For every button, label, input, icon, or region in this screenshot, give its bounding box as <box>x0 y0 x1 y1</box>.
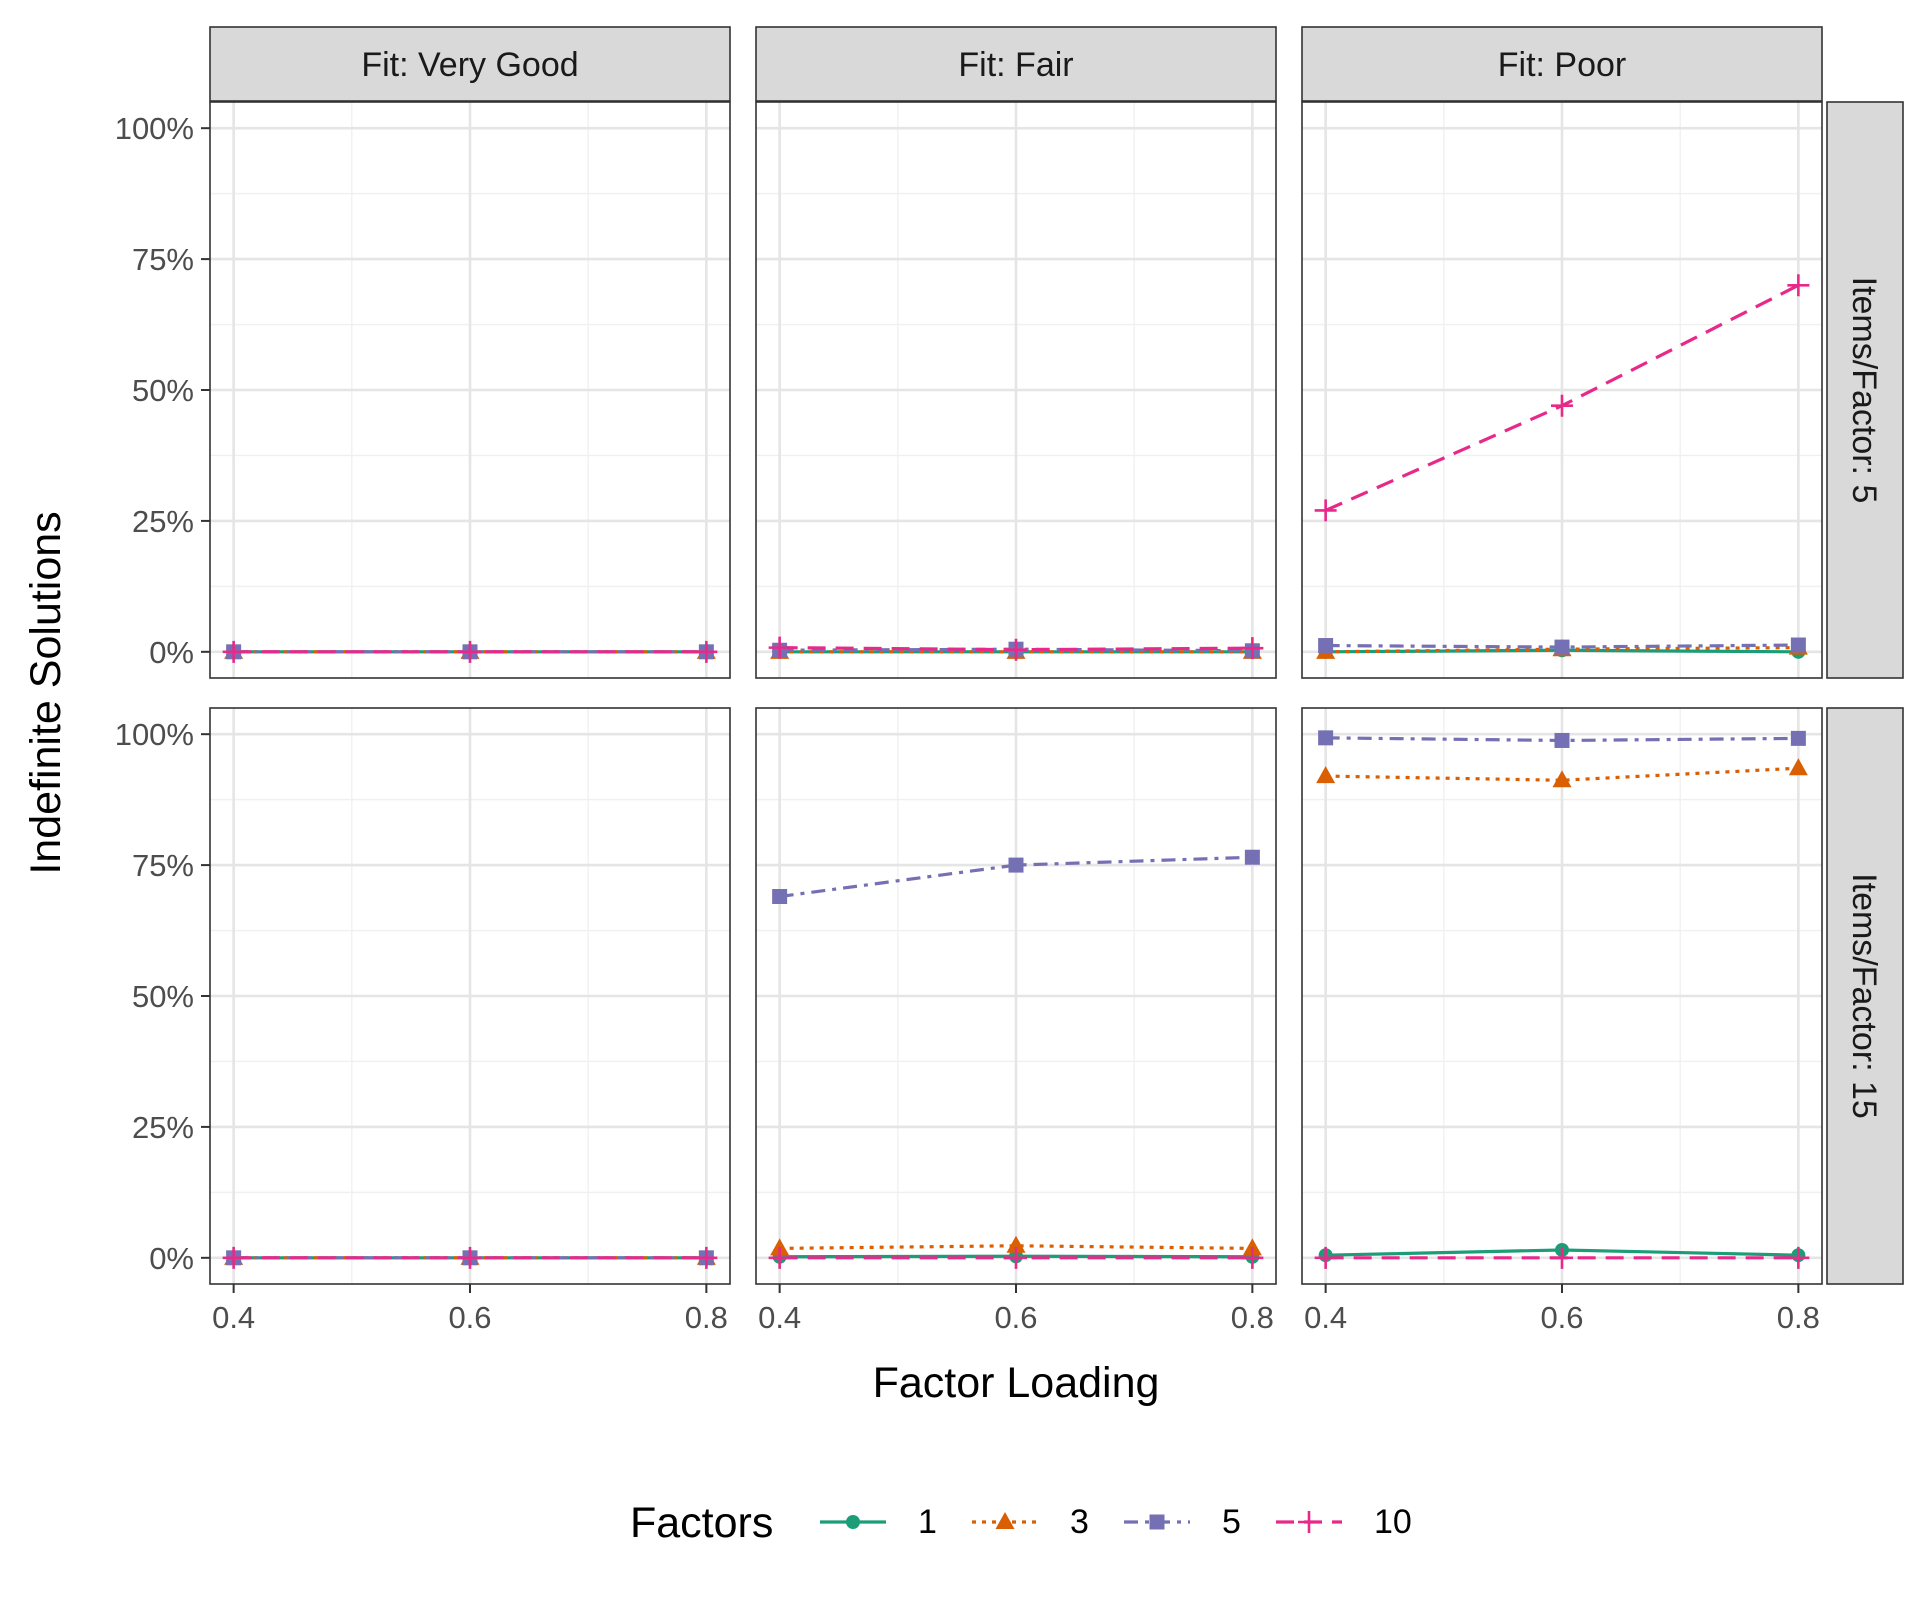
legend-label: 1 <box>918 1503 937 1541</box>
legend-label: 3 <box>1070 1503 1089 1541</box>
data-point-3 <box>1316 766 1336 784</box>
legend-item-10: 10 <box>1276 1503 1412 1541</box>
y-tick-label: 100% <box>115 717 194 752</box>
legend: Factors 1 3 5 10 <box>630 1499 1412 1547</box>
data-point-10 <box>695 1246 718 1269</box>
y-tick-label: 0% <box>149 635 194 670</box>
x-axis-title: Factor Loading <box>873 1359 1160 1407</box>
x-tick-label: 0.8 <box>685 1300 728 1335</box>
y-tick-label: 75% <box>132 848 194 883</box>
x-tick-label: 0.8 <box>1231 1300 1274 1335</box>
panel-border <box>755 101 1277 679</box>
strip-label: Items/Factor: 5 <box>1845 277 1883 504</box>
legend-key-marker <box>995 1512 1015 1529</box>
facet-panel <box>1301 101 1823 679</box>
facet-strip-row: Items/Factor: 5 <box>1826 101 1904 679</box>
data-point-10 <box>459 640 481 663</box>
series-line-5 <box>779 855 1253 899</box>
x-tick-label: 0.4 <box>212 1300 255 1335</box>
legend-item-1: 1 <box>820 1503 937 1541</box>
y-tick-label: 25% <box>132 504 194 539</box>
x-axis: 0.4 0.6 0.8 <box>758 1284 1274 1335</box>
legend-key-marker <box>1298 1511 1320 1533</box>
strip-background <box>1826 101 1904 679</box>
data-point-10 <box>222 640 245 663</box>
facet-strip-column: Fit: Poor <box>1301 26 1823 102</box>
legend-item-5: 5 <box>1124 1503 1241 1541</box>
strip-background <box>755 26 1277 102</box>
data-point-10 <box>1005 638 1027 661</box>
data-point-10 <box>1314 1246 1337 1269</box>
facet-panel <box>755 707 1277 1285</box>
strip-background <box>209 26 731 102</box>
data-point-10 <box>1241 637 1264 660</box>
strip-label: Fit: Very Good <box>361 46 578 84</box>
data-point-3 <box>1006 1235 1026 1253</box>
legend-key-marker <box>1149 1514 1165 1530</box>
x-tick-label: 0.8 <box>1777 1300 1820 1335</box>
facet-strip-row: Items/Factor: 15 <box>1826 707 1904 1285</box>
data-point-10 <box>222 1246 245 1269</box>
facet-panel <box>209 707 731 1285</box>
data-point-10 <box>768 636 791 659</box>
facet-panel <box>755 101 1277 679</box>
legend-item-3: 3 <box>972 1503 1089 1541</box>
strip-label: Items/Factor: 15 <box>1845 873 1883 1119</box>
strip-background <box>1301 26 1823 102</box>
series-line-3 <box>1325 646 1799 654</box>
legend-label: 10 <box>1374 1503 1412 1541</box>
data-point-5 <box>1244 849 1260 865</box>
data-point-5 <box>1790 637 1806 653</box>
y-tick-label: 100% <box>115 111 194 146</box>
facet-strip-column: Fit: Very Good <box>209 26 731 102</box>
data-point-5 <box>1554 639 1570 655</box>
legend-label: 5 <box>1222 1503 1241 1541</box>
data-point-10 <box>1787 1246 1810 1269</box>
data-point-10 <box>768 1246 791 1269</box>
y-tick-label: 0% <box>149 1241 194 1276</box>
data-point-10 <box>695 640 718 663</box>
x-axis: 0.4 0.6 0.8 <box>1304 1284 1820 1335</box>
y-axis: 0% 25% 50% 75% 100% <box>115 717 210 1276</box>
facet-panel <box>1301 707 1823 1285</box>
data-point-5 <box>1554 732 1570 748</box>
x-tick-label: 0.6 <box>994 1300 1037 1335</box>
y-axis: 0% 25% 50% 75% 100% <box>115 111 210 670</box>
legend-title: Factors <box>630 1499 773 1547</box>
series-line-3 <box>779 1244 1253 1250</box>
data-point-10 <box>1005 1246 1027 1269</box>
y-axis-title: Indefinite Solutions <box>22 511 70 874</box>
data-point-5 <box>1318 638 1334 654</box>
y-tick-label: 50% <box>132 373 194 408</box>
strip-background <box>1826 707 1904 1285</box>
facet-panel <box>209 101 731 679</box>
data-point-5 <box>1008 857 1024 873</box>
data-point-3 <box>1788 758 1808 776</box>
x-tick-label: 0.4 <box>1304 1300 1347 1335</box>
data-point-10 <box>1314 499 1337 522</box>
data-point-10 <box>1787 274 1810 297</box>
data-point-10 <box>1551 394 1573 417</box>
strip-label: Fit: Fair <box>958 46 1073 84</box>
x-axis: 0.4 0.6 0.8 <box>212 1284 728 1335</box>
panel-border <box>1301 101 1823 679</box>
y-tick-label: 75% <box>132 242 194 277</box>
legend-key-marker <box>846 1515 860 1529</box>
data-point-3 <box>1552 770 1572 788</box>
data-point-10 <box>1551 1246 1573 1269</box>
x-tick-label: 0.6 <box>448 1300 491 1335</box>
data-point-10 <box>1241 1246 1264 1269</box>
data-point-5 <box>1318 730 1334 746</box>
data-point-10 <box>459 1246 481 1269</box>
data-point-5 <box>772 889 788 905</box>
strip-label: Fit: Poor <box>1498 46 1626 84</box>
y-tick-label: 50% <box>132 979 194 1014</box>
facet-strip-column: Fit: Fair <box>755 26 1277 102</box>
x-tick-label: 0.4 <box>758 1300 801 1335</box>
data-point-5 <box>1790 730 1806 746</box>
y-tick-label: 25% <box>132 1110 194 1145</box>
x-tick-label: 0.6 <box>1540 1300 1583 1335</box>
